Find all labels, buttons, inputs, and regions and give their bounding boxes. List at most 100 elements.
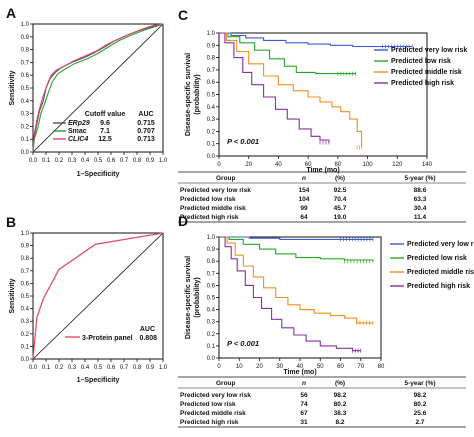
- x-tick-label: 0.8: [133, 365, 142, 371]
- table-cell: 80.2: [414, 401, 427, 408]
- table-cell: 56: [300, 392, 308, 399]
- y-tick-label: 0.2: [21, 332, 30, 338]
- x-tick-label: 60: [305, 162, 312, 168]
- x-axis-title: 1–Specificity: [77, 377, 120, 384]
- legend-header-auc: AUC: [140, 326, 155, 333]
- table-cell: 30.4: [414, 205, 427, 212]
- table-cell: Predicted high risk: [180, 214, 239, 221]
- table-cell: Predicted middle risk: [180, 205, 246, 212]
- x-tick-label: 100: [363, 162, 374, 168]
- x-tick-label: 0.1: [42, 365, 51, 371]
- y-tick-label: 0.5: [21, 86, 30, 92]
- roc-curve-smac: [32, 23, 164, 153]
- table-cell: Predicted low risk: [180, 401, 236, 408]
- x-tick-label: 10: [236, 364, 243, 370]
- km-curve: [219, 236, 373, 240]
- x-tick-label: 0.7: [120, 158, 129, 164]
- x-tick-label: 0.1: [42, 158, 51, 164]
- table-header: Group: [216, 175, 236, 182]
- legend-auc-value: 0.808: [139, 335, 157, 342]
- km-curve: [219, 32, 363, 148]
- y-tick-label: 0.8: [207, 56, 216, 62]
- table-cell: Predicted very low risk: [180, 187, 251, 194]
- table-cell: 64: [300, 214, 308, 221]
- y-tick-label: 1.0: [207, 235, 216, 241]
- y-tick-label: 0.7: [207, 68, 216, 74]
- legend-label: Predicted very low risk: [407, 241, 474, 248]
- x-tick-label: 0.2: [55, 365, 64, 371]
- y-tick-label: 0.3: [207, 117, 216, 123]
- legend-label: Smac: [68, 128, 87, 135]
- table-cell: 99: [300, 205, 308, 212]
- y-tick-label: 1.0: [207, 31, 216, 37]
- x-tick-label: 60: [337, 364, 344, 370]
- y-tick-label: 0.9: [21, 35, 30, 41]
- y-tick-label: 0.9: [21, 244, 30, 250]
- legend-label: Predicted middle risk: [391, 69, 462, 76]
- y-tick-label: 1.0: [21, 22, 30, 28]
- y-tick-label: 0.3: [21, 319, 30, 325]
- p-value-label: P < 0.001: [227, 339, 259, 348]
- table-cell: 25.6: [414, 410, 427, 417]
- table-cell: 19.0: [334, 214, 347, 221]
- legend-cutoff-value: 9.6: [100, 120, 110, 127]
- x-tick-label: 50: [317, 364, 324, 370]
- y-axis-title: Sensitivity: [9, 278, 16, 313]
- y-tick-label: 0.0: [207, 154, 216, 160]
- table-header: (%): [335, 380, 345, 387]
- x-tick-label: 0: [217, 364, 221, 370]
- x-tick-label: 0.9: [146, 365, 155, 371]
- x-tick-label: 0.0: [29, 365, 38, 371]
- x-tick-label: 0.4: [81, 158, 90, 164]
- x-tick-label: 20: [245, 162, 252, 168]
- y-axis-title: Disease-specific survival: [185, 53, 192, 136]
- km-curve: [219, 236, 361, 352]
- x-tick-label: 0.3: [68, 158, 77, 164]
- y-tick-label: 0.4: [207, 308, 216, 314]
- table-cell: Predicted high risk: [180, 419, 239, 426]
- y-tick-label: 0.0: [207, 356, 216, 362]
- table-cell: 70.4: [334, 196, 347, 203]
- table-cell: 45.7: [334, 205, 347, 212]
- legend-cutoff-value: 7.1: [100, 128, 110, 135]
- y-tick-label: 0.8: [21, 48, 30, 54]
- y-tick-label: 0.3: [207, 320, 216, 326]
- y-tick-label: 0.5: [207, 296, 216, 302]
- table-cell: Predicted low risk: [180, 196, 236, 203]
- x-tick-label: 0.4: [81, 365, 90, 371]
- y-tick-label: 0.1: [21, 344, 30, 350]
- y-tick-label: 0.5: [207, 93, 216, 99]
- table-cell: 80.2: [334, 401, 347, 408]
- table-cell: 154: [299, 187, 310, 194]
- x-axis-title: Time (mo): [306, 167, 339, 174]
- x-tick-label: 80: [378, 364, 385, 370]
- x-tick-label: 40: [297, 364, 304, 370]
- y-tick-label: 0.2: [207, 332, 216, 338]
- x-axis-title: 1–Specificity: [77, 171, 120, 178]
- y-axis-title-unit: (probability): [194, 74, 201, 114]
- y-tick-label: 0.6: [207, 80, 216, 86]
- y-tick-label: 0.1: [207, 344, 216, 350]
- p-value-label: P < 0.001: [227, 137, 259, 146]
- x-tick-label: 0.5: [94, 365, 103, 371]
- x-tick-label: 0.5: [94, 158, 103, 164]
- legend-label: Predicted very low risk: [391, 47, 467, 54]
- roc-curve-clic4: [32, 23, 164, 153]
- legend-label: 3-Protein panel: [82, 335, 133, 342]
- y-tick-label: 0.8: [207, 259, 216, 265]
- legend-label: CLIC4: [68, 136, 88, 143]
- x-tick-label: 0.6: [107, 158, 116, 164]
- y-tick-label: 0.6: [21, 73, 30, 79]
- km-curve: [219, 236, 374, 262]
- x-tick-label: 1.0: [159, 158, 168, 164]
- x-tick-label: 40: [275, 162, 282, 168]
- x-tick-label: 0.9: [146, 158, 155, 164]
- y-axis-title-unit: (probability): [194, 277, 201, 317]
- table-cell: 92.5: [334, 187, 347, 194]
- table-cell: 67: [300, 410, 308, 417]
- y-tick-label: 0.6: [207, 283, 216, 289]
- legend-label: Predicted low risk: [391, 58, 451, 65]
- legend-header-cutoff: Cutoff value: [85, 111, 126, 118]
- x-tick-label: 0.8: [133, 158, 142, 164]
